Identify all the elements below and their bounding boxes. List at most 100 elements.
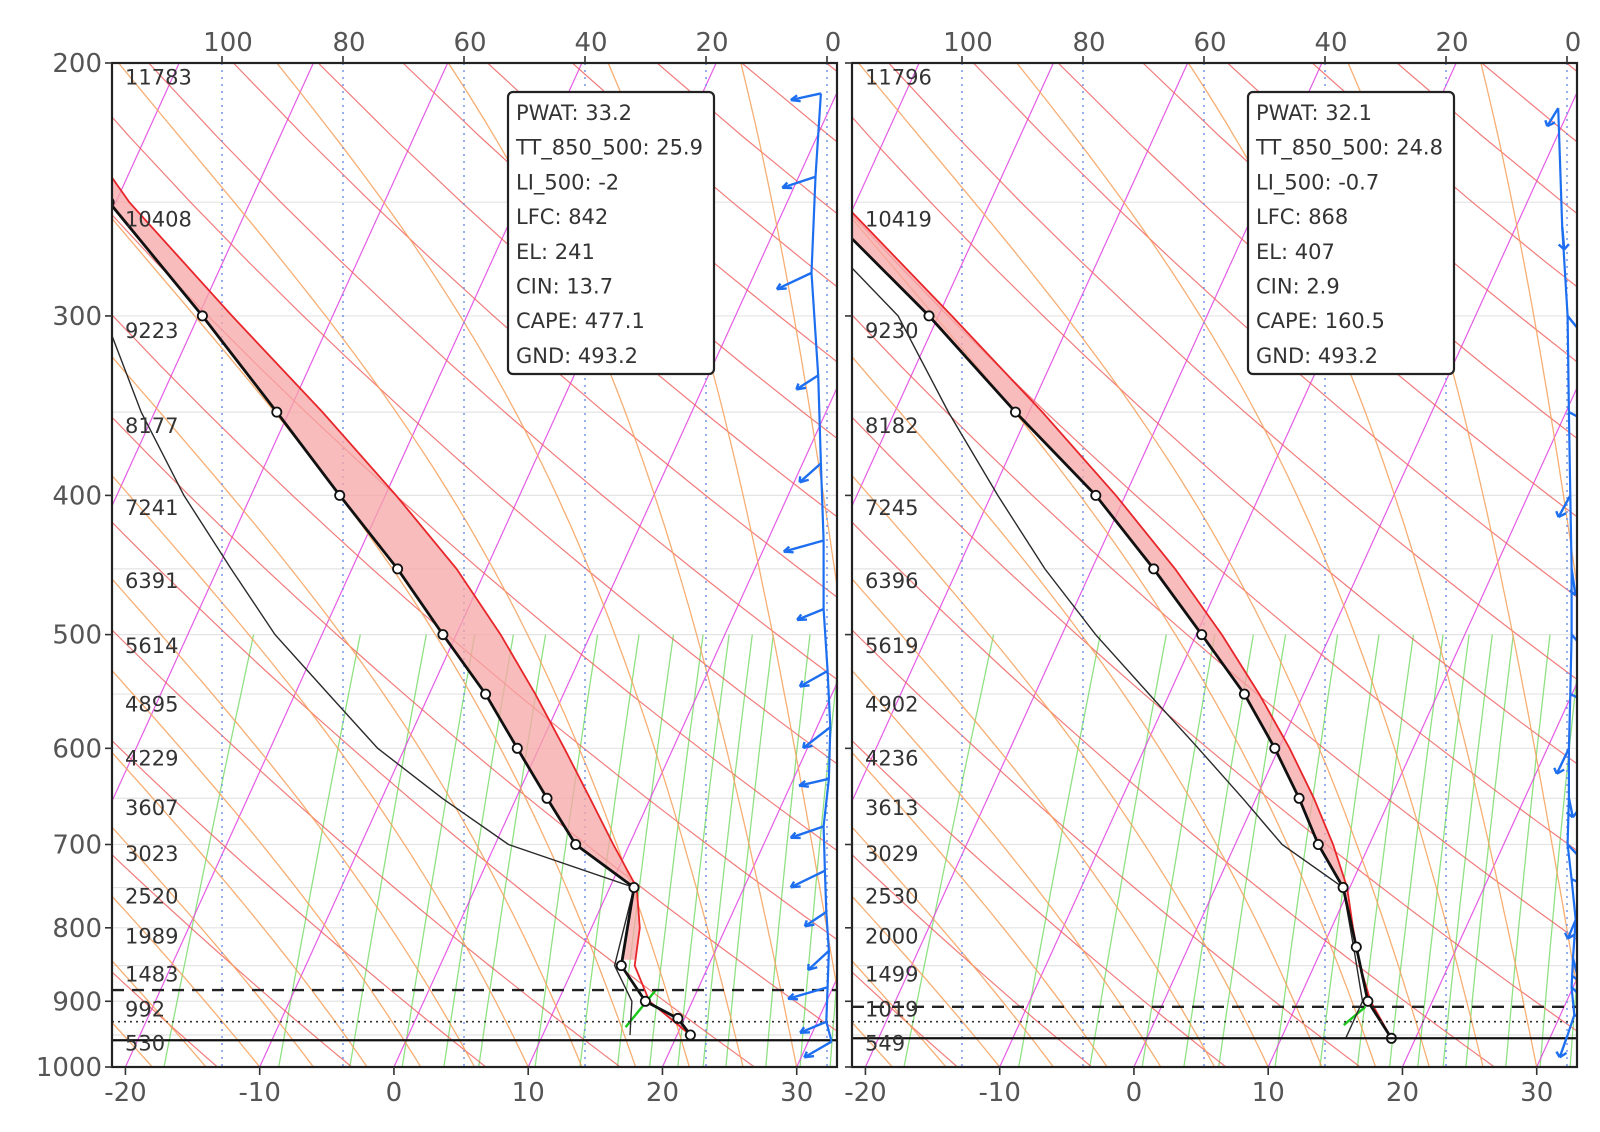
stats-line: TT_850_500: 25.9 bbox=[515, 136, 703, 161]
skewt-panel-right: -20 -10 0 10 20 30 100 80 60 40 20 0 11796 10419 9230 8… bbox=[0, 28, 1600, 1108]
temperature-point bbox=[335, 491, 344, 500]
pressure-tick-label: 600 bbox=[52, 734, 102, 764]
rh-tick-label: 60 bbox=[453, 28, 486, 58]
height-label: 3607 bbox=[125, 796, 178, 820]
temperature-point bbox=[1011, 408, 1020, 417]
wind-arrow bbox=[1574, 1015, 1600, 1026]
rh-tick-label: 100 bbox=[203, 28, 253, 58]
wind-arrow bbox=[1572, 635, 1588, 652]
wind-arrow bbox=[800, 463, 821, 482]
stats-line: CAPE: 160.5 bbox=[1256, 309, 1385, 333]
stats-box: PWAT: 33.2 TT_850_500: 25.9 LI_500: -2 LFC:… bbox=[508, 92, 714, 374]
height-label: 10408 bbox=[125, 208, 192, 232]
rh-tick-label: 60 bbox=[1193, 28, 1226, 58]
dry-adiabat-line bbox=[889, 63, 1600, 1067]
temp-tick-label: -20 bbox=[104, 1078, 146, 1108]
height-label: 8177 bbox=[125, 414, 178, 438]
temperature-point bbox=[54, 132, 63, 141]
wind-arrow bbox=[782, 177, 815, 188]
wind-arrow bbox=[804, 1042, 831, 1058]
temperature-point bbox=[1197, 630, 1206, 639]
temperature-point bbox=[513, 744, 522, 753]
height-label: 1499 bbox=[865, 962, 918, 986]
height-label: 3029 bbox=[865, 842, 918, 866]
temperature-point bbox=[641, 997, 650, 1006]
wind-arrow bbox=[1569, 412, 1593, 425]
temp-tick-label: -10 bbox=[978, 1078, 1020, 1108]
temp-tick-label: -10 bbox=[238, 1078, 280, 1108]
stats-line: LI_500: -0.7 bbox=[1256, 170, 1379, 195]
stats-line: PWAT: 33.2 bbox=[516, 101, 632, 125]
height-label: 2000 bbox=[865, 925, 918, 949]
stats-line: EL: 407 bbox=[1256, 240, 1335, 264]
rh-tick-label: 40 bbox=[574, 28, 607, 58]
mixing-ratio-line bbox=[1019, 635, 1101, 1067]
height-label: 9223 bbox=[125, 319, 178, 343]
height-label: 8182 bbox=[865, 414, 918, 438]
stats-line: GND: 493.2 bbox=[516, 344, 638, 368]
cin-area bbox=[0, 960, 690, 1040]
mixing-ratio-line bbox=[1506, 635, 1550, 1067]
height-label: 11783 bbox=[125, 65, 192, 89]
mixing-ratio-line bbox=[1184, 635, 1254, 1067]
mixing-ratio-line bbox=[726, 635, 773, 1067]
wind-arrow bbox=[803, 727, 830, 748]
stats-line: LI_500: -2 bbox=[516, 170, 619, 195]
pressure-tick-label: 1000 bbox=[36, 1053, 102, 1083]
height-label: 549 bbox=[865, 1031, 905, 1055]
rh-tick-label: 0 bbox=[1565, 28, 1582, 58]
isotherm-line bbox=[1537, 63, 1600, 1067]
temperature-point bbox=[617, 961, 626, 970]
height-label: 9230 bbox=[865, 319, 918, 343]
temperature-point bbox=[629, 883, 638, 892]
rh-tick-label: 80 bbox=[1072, 28, 1105, 58]
temperature-point bbox=[1240, 690, 1249, 699]
temperature-point bbox=[1352, 942, 1361, 951]
height-label: 5614 bbox=[125, 634, 178, 658]
pressure-tick-label: 800 bbox=[52, 914, 102, 944]
temperature-point bbox=[1091, 491, 1100, 500]
mixing-ratio-line bbox=[1443, 635, 1492, 1067]
temp-tick-label: 10 bbox=[512, 1078, 545, 1108]
wind-arrow bbox=[784, 541, 824, 553]
height-label: 11796 bbox=[865, 65, 932, 89]
height-label: 10419 bbox=[865, 208, 932, 232]
stats-line: CIN: 2.9 bbox=[1256, 275, 1340, 299]
temp-tick-label: -20 bbox=[844, 1078, 886, 1108]
temperature-point bbox=[760, 132, 769, 141]
wind-arrow bbox=[1556, 495, 1570, 517]
pressure-tick-label: 700 bbox=[52, 830, 102, 860]
stats-line: GND: 493.2 bbox=[1256, 344, 1378, 368]
height-label: 3613 bbox=[865, 796, 918, 820]
rh-tick-label: 40 bbox=[1314, 28, 1347, 58]
rh-tick-label: 80 bbox=[332, 28, 365, 58]
height-label: 6391 bbox=[125, 569, 178, 593]
isotherm-line bbox=[0, 63, 45, 1067]
stats-line: CAPE: 477.1 bbox=[516, 309, 645, 333]
stats-box: PWAT: 32.1TT_850_500: 24.8LI_500: -0.7LF… bbox=[1248, 92, 1454, 374]
mixing-ratio-line bbox=[279, 635, 361, 1067]
rh-tick-label: 20 bbox=[1435, 28, 1468, 58]
height-label: 7241 bbox=[125, 496, 178, 520]
temp-tick-label: 10 bbox=[1252, 1078, 1285, 1108]
temp-tick-label: 20 bbox=[646, 1078, 679, 1108]
temp-tick-label: 0 bbox=[386, 1078, 403, 1108]
temp-tick-label: 30 bbox=[1520, 1078, 1553, 1108]
height-label: 2520 bbox=[125, 885, 178, 909]
temperature-point bbox=[438, 630, 447, 639]
pressure-tick-label: 400 bbox=[52, 481, 102, 511]
height-label: 1483 bbox=[125, 962, 178, 986]
height-label: 4895 bbox=[125, 693, 178, 717]
rh-tick-label: 100 bbox=[943, 28, 993, 58]
moist-adiabat-line bbox=[117, 63, 893, 1067]
height-label: 3023 bbox=[125, 842, 178, 866]
height-label: 5619 bbox=[865, 634, 918, 658]
stats-line: LFC: 842 bbox=[516, 205, 608, 229]
wind-arrow bbox=[796, 375, 818, 389]
height-label: 7245 bbox=[865, 496, 918, 520]
temperature-point bbox=[542, 794, 551, 803]
mixing-ratio-line bbox=[1466, 635, 1513, 1067]
wind-arrow bbox=[808, 951, 829, 970]
